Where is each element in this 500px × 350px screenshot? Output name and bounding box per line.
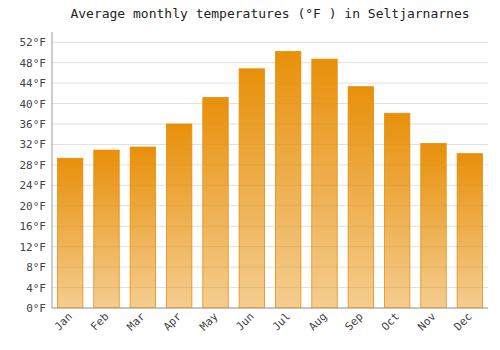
bar bbox=[457, 154, 482, 308]
y-tick-label: 24°F bbox=[20, 179, 47, 192]
y-tick-label: 32°F bbox=[20, 138, 47, 151]
y-tick-label: 0°F bbox=[26, 302, 46, 315]
y-tick-label: 8°F bbox=[26, 261, 46, 274]
bar bbox=[203, 97, 228, 308]
grid-line bbox=[52, 83, 488, 84]
x-tick-label: Aug bbox=[306, 310, 329, 333]
bar bbox=[312, 59, 337, 308]
y-tick-label: 40°F bbox=[20, 98, 47, 111]
grid-line bbox=[52, 42, 488, 43]
y-tick-label: 12°F bbox=[20, 241, 47, 254]
y-grid bbox=[52, 42, 488, 308]
y-tick-label: 16°F bbox=[20, 220, 47, 233]
y-tick-label: 36°F bbox=[20, 118, 47, 131]
bar bbox=[130, 147, 155, 308]
x-tick-label: Oct bbox=[379, 310, 402, 333]
grid-line bbox=[52, 124, 488, 125]
x-tick-label: Dec bbox=[452, 310, 475, 333]
chart-svg: Average monthly temperatures (°F ) in Se… bbox=[0, 0, 500, 350]
y-axis-line bbox=[52, 32, 53, 308]
grid-line bbox=[52, 103, 488, 104]
x-tick-label: Jan bbox=[52, 310, 75, 333]
x-tick-label: Nov bbox=[415, 310, 439, 334]
x-tick-label: Sep bbox=[343, 310, 366, 333]
bar bbox=[348, 87, 373, 308]
bar bbox=[57, 158, 82, 308]
y-tick-label: 4°F bbox=[26, 282, 46, 295]
grid-line bbox=[52, 62, 488, 63]
x-tick-label: Jun bbox=[234, 310, 257, 333]
y-tick-label: 48°F bbox=[20, 57, 47, 70]
bar bbox=[384, 113, 409, 308]
x-tick-label: Jul bbox=[270, 310, 293, 333]
x-tick-label: Feb bbox=[88, 310, 111, 333]
bar bbox=[94, 150, 119, 308]
bar bbox=[421, 143, 446, 308]
y-tick-label: 52°F bbox=[20, 36, 47, 49]
y-tick-label: 44°F bbox=[20, 77, 47, 90]
y-tick-label: 28°F bbox=[20, 159, 47, 172]
x-tick-label: Mar bbox=[125, 310, 149, 334]
title: Average monthly temperatures (°F ) in Se… bbox=[70, 6, 469, 21]
y-tick-label: 20°F bbox=[20, 200, 47, 213]
bars bbox=[57, 51, 482, 308]
x-tick-label: Apr bbox=[161, 310, 185, 334]
chart-container: Average monthly temperatures (°F ) in Se… bbox=[0, 0, 500, 350]
bar bbox=[275, 51, 300, 308]
x-tick-label: May bbox=[197, 310, 221, 334]
bar bbox=[239, 69, 264, 308]
bar bbox=[166, 124, 191, 308]
